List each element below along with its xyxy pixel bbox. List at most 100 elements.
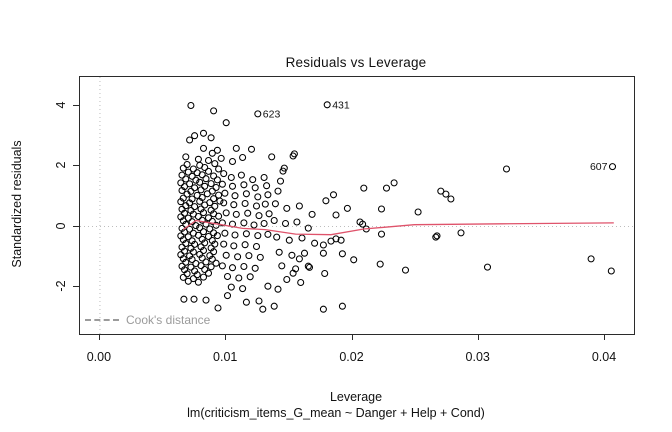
data-point <box>204 214 213 222</box>
data-point <box>210 195 218 203</box>
x-axis-label: Leverage <box>329 390 383 404</box>
data-point <box>231 231 239 239</box>
data-point <box>433 232 441 240</box>
data-point <box>264 191 272 199</box>
data-point <box>322 197 330 205</box>
data-point <box>240 262 248 271</box>
data-point <box>237 171 245 179</box>
y-tick-mark <box>73 104 79 106</box>
data-point <box>183 190 191 198</box>
data-point <box>192 222 200 230</box>
data-point <box>228 264 237 272</box>
data-point <box>432 233 440 241</box>
data-point <box>215 165 223 173</box>
data-point <box>230 242 238 250</box>
data-point <box>228 157 237 166</box>
data-point <box>180 209 189 217</box>
data-point <box>240 181 248 189</box>
data-point <box>199 129 208 137</box>
data-point <box>213 146 221 154</box>
data-point <box>183 270 191 278</box>
chart-title: Residuals vs Leverage <box>285 55 427 70</box>
data-point <box>337 236 345 244</box>
data-point <box>199 209 208 217</box>
data-point <box>263 182 271 190</box>
legend-label: Cook's distance <box>126 313 211 327</box>
data-point <box>319 249 327 257</box>
data-point <box>194 278 202 286</box>
data-point <box>321 269 329 278</box>
data-point <box>242 190 250 198</box>
data-point <box>360 184 368 192</box>
data-point <box>203 190 211 198</box>
model-formula-sublabel: lm(criticism_items_G_mean ~ Danger + Hel… <box>187 406 485 420</box>
data-point <box>289 269 297 277</box>
y-tick-mark <box>73 286 79 288</box>
data-point <box>188 172 196 180</box>
data-point <box>222 119 230 127</box>
data-point <box>300 249 309 257</box>
data-point <box>184 277 192 285</box>
data-point <box>249 176 257 184</box>
data-point <box>338 302 346 310</box>
data-point <box>177 198 185 206</box>
data-point <box>182 258 190 266</box>
data-point <box>201 163 209 172</box>
data-point <box>179 273 187 281</box>
data-point <box>305 263 314 271</box>
data-point <box>178 171 186 179</box>
y-axis-label: Standardized residuals <box>10 140 24 268</box>
data-point <box>293 218 301 226</box>
point-label: 607 <box>590 161 608 173</box>
data-point <box>273 233 281 241</box>
data-point <box>227 283 235 291</box>
data-point <box>437 187 445 195</box>
data-point <box>198 216 206 224</box>
x-tick-label: 0.01 <box>213 350 238 364</box>
data-point <box>218 262 226 270</box>
data-point <box>207 180 215 188</box>
data-point <box>193 271 201 279</box>
data-point <box>207 134 215 142</box>
data-point <box>211 202 219 210</box>
point-label: 623 <box>263 108 281 120</box>
data-point <box>212 221 220 229</box>
data-point <box>217 154 225 162</box>
data-point <box>265 210 273 218</box>
data-point <box>218 219 226 227</box>
data-point <box>261 200 269 208</box>
cooks-distance-legend: Cook's distance <box>85 313 210 327</box>
data-point <box>242 230 250 238</box>
labeled-data-point <box>323 101 331 109</box>
data-point <box>196 197 204 205</box>
data-point <box>279 167 287 175</box>
data-point <box>218 180 226 188</box>
data-point <box>254 232 262 240</box>
data-point <box>198 254 206 262</box>
data-point <box>242 298 250 306</box>
data-point <box>276 177 285 185</box>
data-point <box>255 297 263 305</box>
data-point <box>211 240 219 248</box>
data-point <box>177 179 185 187</box>
data-point <box>288 251 296 259</box>
data-point <box>214 304 222 312</box>
data-point <box>270 302 278 310</box>
data-point <box>227 173 235 182</box>
data-point <box>208 255 216 263</box>
data-point <box>442 190 450 198</box>
data-point <box>201 239 209 247</box>
data-point <box>210 107 218 115</box>
data-point <box>308 210 316 218</box>
data-point <box>197 262 205 270</box>
data-point <box>252 242 261 251</box>
smooth-line <box>182 219 614 236</box>
data-point <box>587 255 595 263</box>
data-point <box>274 187 282 195</box>
data-point <box>240 219 248 227</box>
data-point <box>244 209 252 217</box>
data-point <box>201 265 209 274</box>
data-point <box>295 255 303 263</box>
dashed-line-icon <box>85 319 119 321</box>
data-point <box>252 202 261 210</box>
